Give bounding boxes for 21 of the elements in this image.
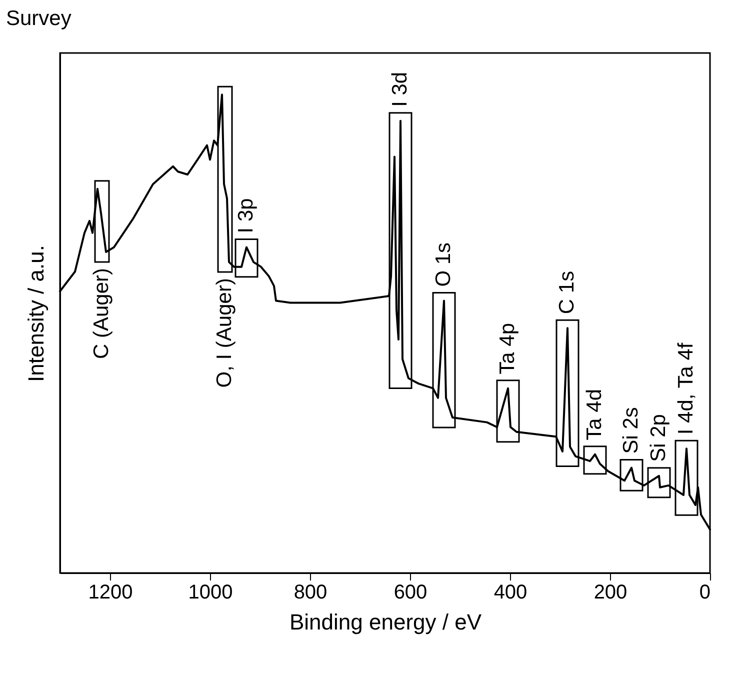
annotation: C 1s bbox=[556, 270, 578, 314]
x-tick-label: 800 bbox=[294, 582, 328, 604]
y-axis-title: Intensity / a.u. bbox=[24, 245, 48, 382]
x-tick-label: 400 bbox=[494, 582, 528, 604]
annotation: Si 2p bbox=[647, 414, 670, 462]
annotation: I 3d bbox=[388, 72, 412, 107]
x-tick-label: 1000 bbox=[188, 582, 233, 604]
annotation: Ta 4p bbox=[496, 322, 519, 374]
annotation: C (Auger) bbox=[90, 268, 113, 360]
x-axis-title: Binding energy / eV bbox=[289, 610, 482, 634]
x-tick-label: 0 bbox=[699, 582, 710, 604]
annotation: I 4d, Ta 4f bbox=[674, 342, 698, 435]
annotation: O, I (Auger) bbox=[213, 278, 236, 388]
chart-title: Survey bbox=[6, 7, 72, 30]
annotation: O 1s bbox=[432, 242, 455, 287]
annotation: Ta 4d bbox=[583, 388, 606, 440]
x-tick-label: 1200 bbox=[88, 582, 133, 604]
annotation: I 3p bbox=[234, 198, 258, 234]
annotation: Si 2s bbox=[620, 407, 642, 454]
x-tick-label: 600 bbox=[394, 582, 428, 604]
x-tick-label: 200 bbox=[594, 582, 628, 604]
